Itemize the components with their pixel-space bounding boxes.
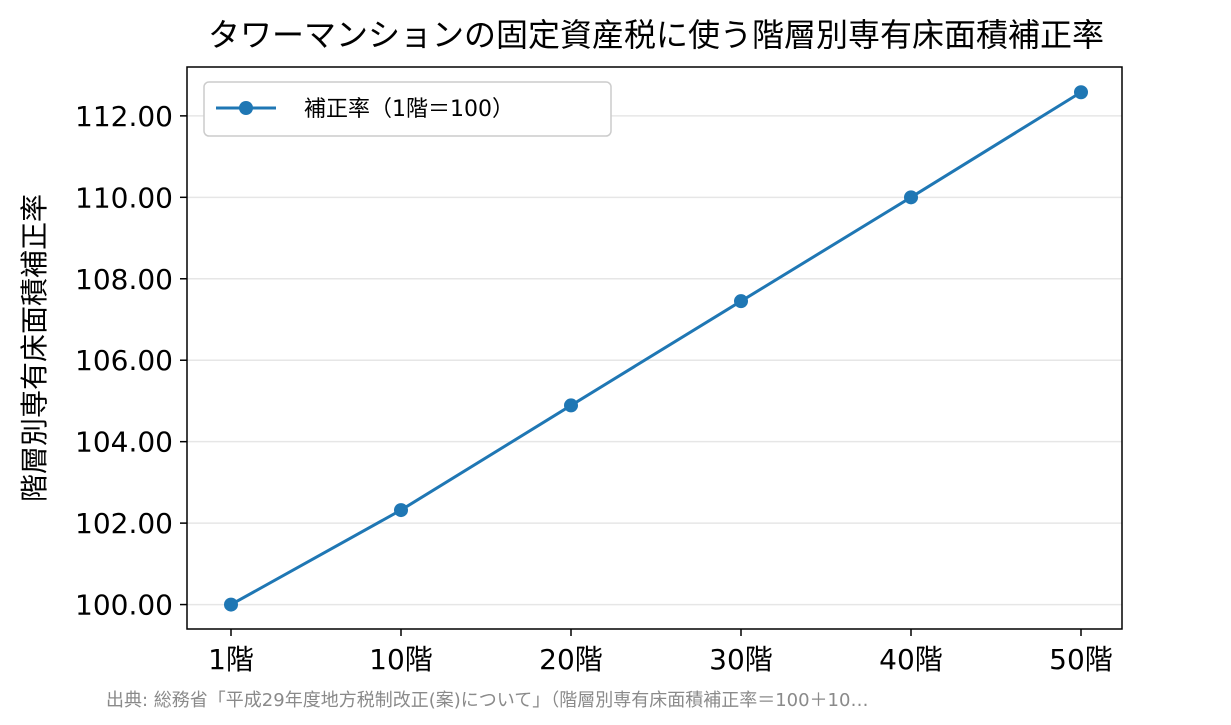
chart-title: タワーマンションの固定資産税に使う階層別専有床面積補正率: [208, 16, 1104, 54]
source-note: 出典: 総務省「平成29年度地方税制改正(案)について」（階層別専有床面積補正率…: [106, 690, 868, 711]
x-tick-label: 50階: [1049, 643, 1113, 676]
y-tick-label: 108.00: [75, 263, 173, 296]
x-tick-label: 10階: [369, 643, 433, 676]
data-point: [224, 597, 238, 612]
plot-frame: [186, 66, 1123, 630]
grid: [187, 115, 1122, 606]
x-axis: 1階 10階 20階 30階 40階 50階: [208, 629, 1113, 676]
data-point: [564, 398, 578, 413]
legend-marker-swatch: [239, 101, 253, 115]
data-point: [904, 190, 918, 205]
x-tick-label: 40階: [879, 643, 943, 676]
y-tick-label: 104.00: [75, 426, 173, 459]
x-tick-label: 20階: [539, 643, 603, 676]
data-point: [394, 503, 408, 518]
series-line: [230, 90, 1082, 606]
y-tick-label: 102.00: [75, 507, 173, 540]
data-point: [734, 294, 748, 309]
legend-label: 補正率（1階＝100）: [304, 97, 514, 122]
series-layer: [224, 85, 1088, 612]
y-tick-label: 100.00: [75, 589, 173, 622]
x-tick-label: 30階: [709, 643, 773, 676]
legend-box: [203, 81, 612, 137]
data-point: [1074, 85, 1088, 100]
y-axis: 100.00 102.00 104.00 106.00 108.00 110.00 112.…: [75, 100, 187, 622]
y-tick-label: 110.00: [75, 181, 173, 214]
y-tick-label: 112.00: [75, 100, 173, 133]
legend: 補正率（1階＝100）: [203, 81, 612, 137]
x-tick-label: 1階: [208, 643, 254, 676]
y-axis-label: 階層別専有床面積補正率: [18, 194, 51, 502]
y-tick-label: 106.00: [75, 344, 173, 377]
